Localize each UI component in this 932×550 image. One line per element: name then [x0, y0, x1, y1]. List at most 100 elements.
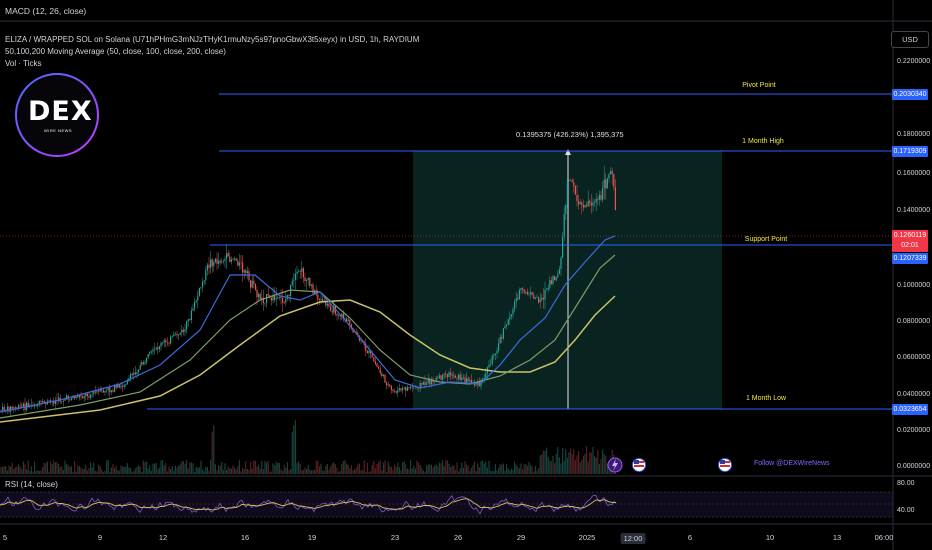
candle-body	[298, 271, 300, 273]
candle-body	[555, 277, 557, 281]
volume-bar	[509, 470, 511, 474]
candle-body	[130, 373, 132, 379]
candle-body	[69, 399, 71, 401]
volume-bar	[522, 469, 524, 474]
volume-bar	[190, 462, 192, 474]
candle-body	[592, 202, 594, 206]
volume-bar	[466, 464, 468, 474]
candle-body	[62, 400, 64, 402]
volume-bar	[309, 469, 311, 474]
x-tick: 06:00	[874, 533, 894, 542]
candle-body	[98, 391, 100, 392]
dex-logo	[15, 73, 99, 157]
symbol-legend[interactable]: ELIZA / WRAPPED SOL on Solana (U71hPHmG3…	[5, 35, 420, 44]
volume-bar	[130, 468, 132, 474]
price-tick: 0.0000000	[897, 463, 931, 470]
volume-bar	[602, 449, 604, 474]
volume-bar	[144, 461, 146, 474]
volume-bar	[66, 464, 68, 474]
candle-body	[584, 205, 586, 208]
candle-body	[610, 170, 612, 175]
candle-body	[573, 182, 575, 186]
volume-bar	[606, 463, 608, 474]
candle-body	[107, 387, 109, 390]
support-point-price-tag: 0.1207339	[892, 253, 928, 264]
candle-body	[357, 332, 359, 336]
candle-body	[525, 291, 527, 293]
candle-body	[250, 280, 252, 288]
rsi-legend[interactable]: RSI (14, close)	[5, 480, 58, 489]
candle-body	[248, 271, 250, 281]
candle-body	[278, 297, 280, 298]
candle-body	[451, 374, 453, 376]
candle-body	[187, 319, 189, 322]
volume-bar	[98, 464, 100, 474]
candle-body	[283, 302, 285, 304]
candle-body	[306, 279, 308, 282]
candle-body	[13, 407, 15, 409]
volume-bar	[286, 462, 288, 474]
candle-body	[53, 401, 55, 404]
candle-body	[194, 301, 196, 309]
volume-bar	[131, 471, 133, 474]
candle-body	[286, 294, 288, 299]
volume-bar	[558, 457, 560, 474]
candle-body	[550, 280, 552, 284]
volume-bar	[328, 469, 330, 474]
ma-legend[interactable]: 50,100,200 Moving Average (50, close, 10…	[5, 47, 226, 56]
candle-body	[462, 377, 464, 378]
macd-legend[interactable]: MACD (12, 26, close)	[5, 6, 87, 16]
volume-bar	[189, 462, 191, 474]
candle-body	[117, 384, 119, 388]
volume-bar	[317, 460, 319, 474]
candle-body	[560, 257, 562, 270]
candle-body	[397, 389, 399, 393]
candle-body	[70, 398, 72, 401]
candle-body	[387, 384, 389, 386]
candle-body	[490, 364, 492, 365]
x-tick: 10	[765, 533, 775, 542]
lightning-event-icon[interactable]	[607, 457, 623, 473]
volume-bar	[222, 469, 224, 474]
candle-body	[430, 379, 432, 385]
candle-body	[146, 357, 148, 363]
candle-body	[578, 201, 580, 205]
us-flag-event-icon[interactable]	[632, 458, 646, 472]
volume-bar	[38, 471, 40, 474]
candle-body	[222, 260, 224, 262]
volume-bar	[528, 462, 530, 474]
volume-bar	[462, 467, 464, 474]
volume-bar	[101, 469, 103, 474]
volume-bar	[128, 467, 130, 474]
ma-50-line	[0, 235, 616, 413]
volume-bar	[525, 463, 527, 474]
candle-body	[93, 391, 95, 394]
volume-bar	[267, 461, 269, 474]
volume-bar	[10, 466, 12, 474]
candle-body	[390, 385, 392, 390]
volume-bar	[237, 466, 239, 474]
candle-body	[370, 350, 372, 354]
volume-bar	[136, 467, 138, 474]
volume-legend[interactable]: Vol · Ticks	[5, 59, 42, 68]
volume-bar	[150, 470, 152, 474]
candle-body	[605, 179, 607, 189]
candle-body	[163, 340, 165, 343]
candle-body	[99, 388, 101, 392]
candle-body	[229, 256, 231, 262]
candle-body	[294, 273, 296, 280]
volume-bar	[154, 463, 156, 474]
us-flag-event-icon-2[interactable]	[718, 458, 732, 472]
volume-bar	[283, 465, 285, 474]
volume-bar	[434, 465, 436, 474]
volume-bar	[392, 469, 394, 474]
volume-bar	[344, 460, 346, 474]
volume-bar	[40, 470, 42, 474]
candle-body	[600, 195, 602, 200]
currency-button[interactable]: USD	[891, 31, 929, 48]
candle-body	[184, 329, 186, 332]
candle-body	[141, 362, 143, 366]
volume-bar	[2, 467, 4, 474]
candle-body	[77, 396, 79, 398]
